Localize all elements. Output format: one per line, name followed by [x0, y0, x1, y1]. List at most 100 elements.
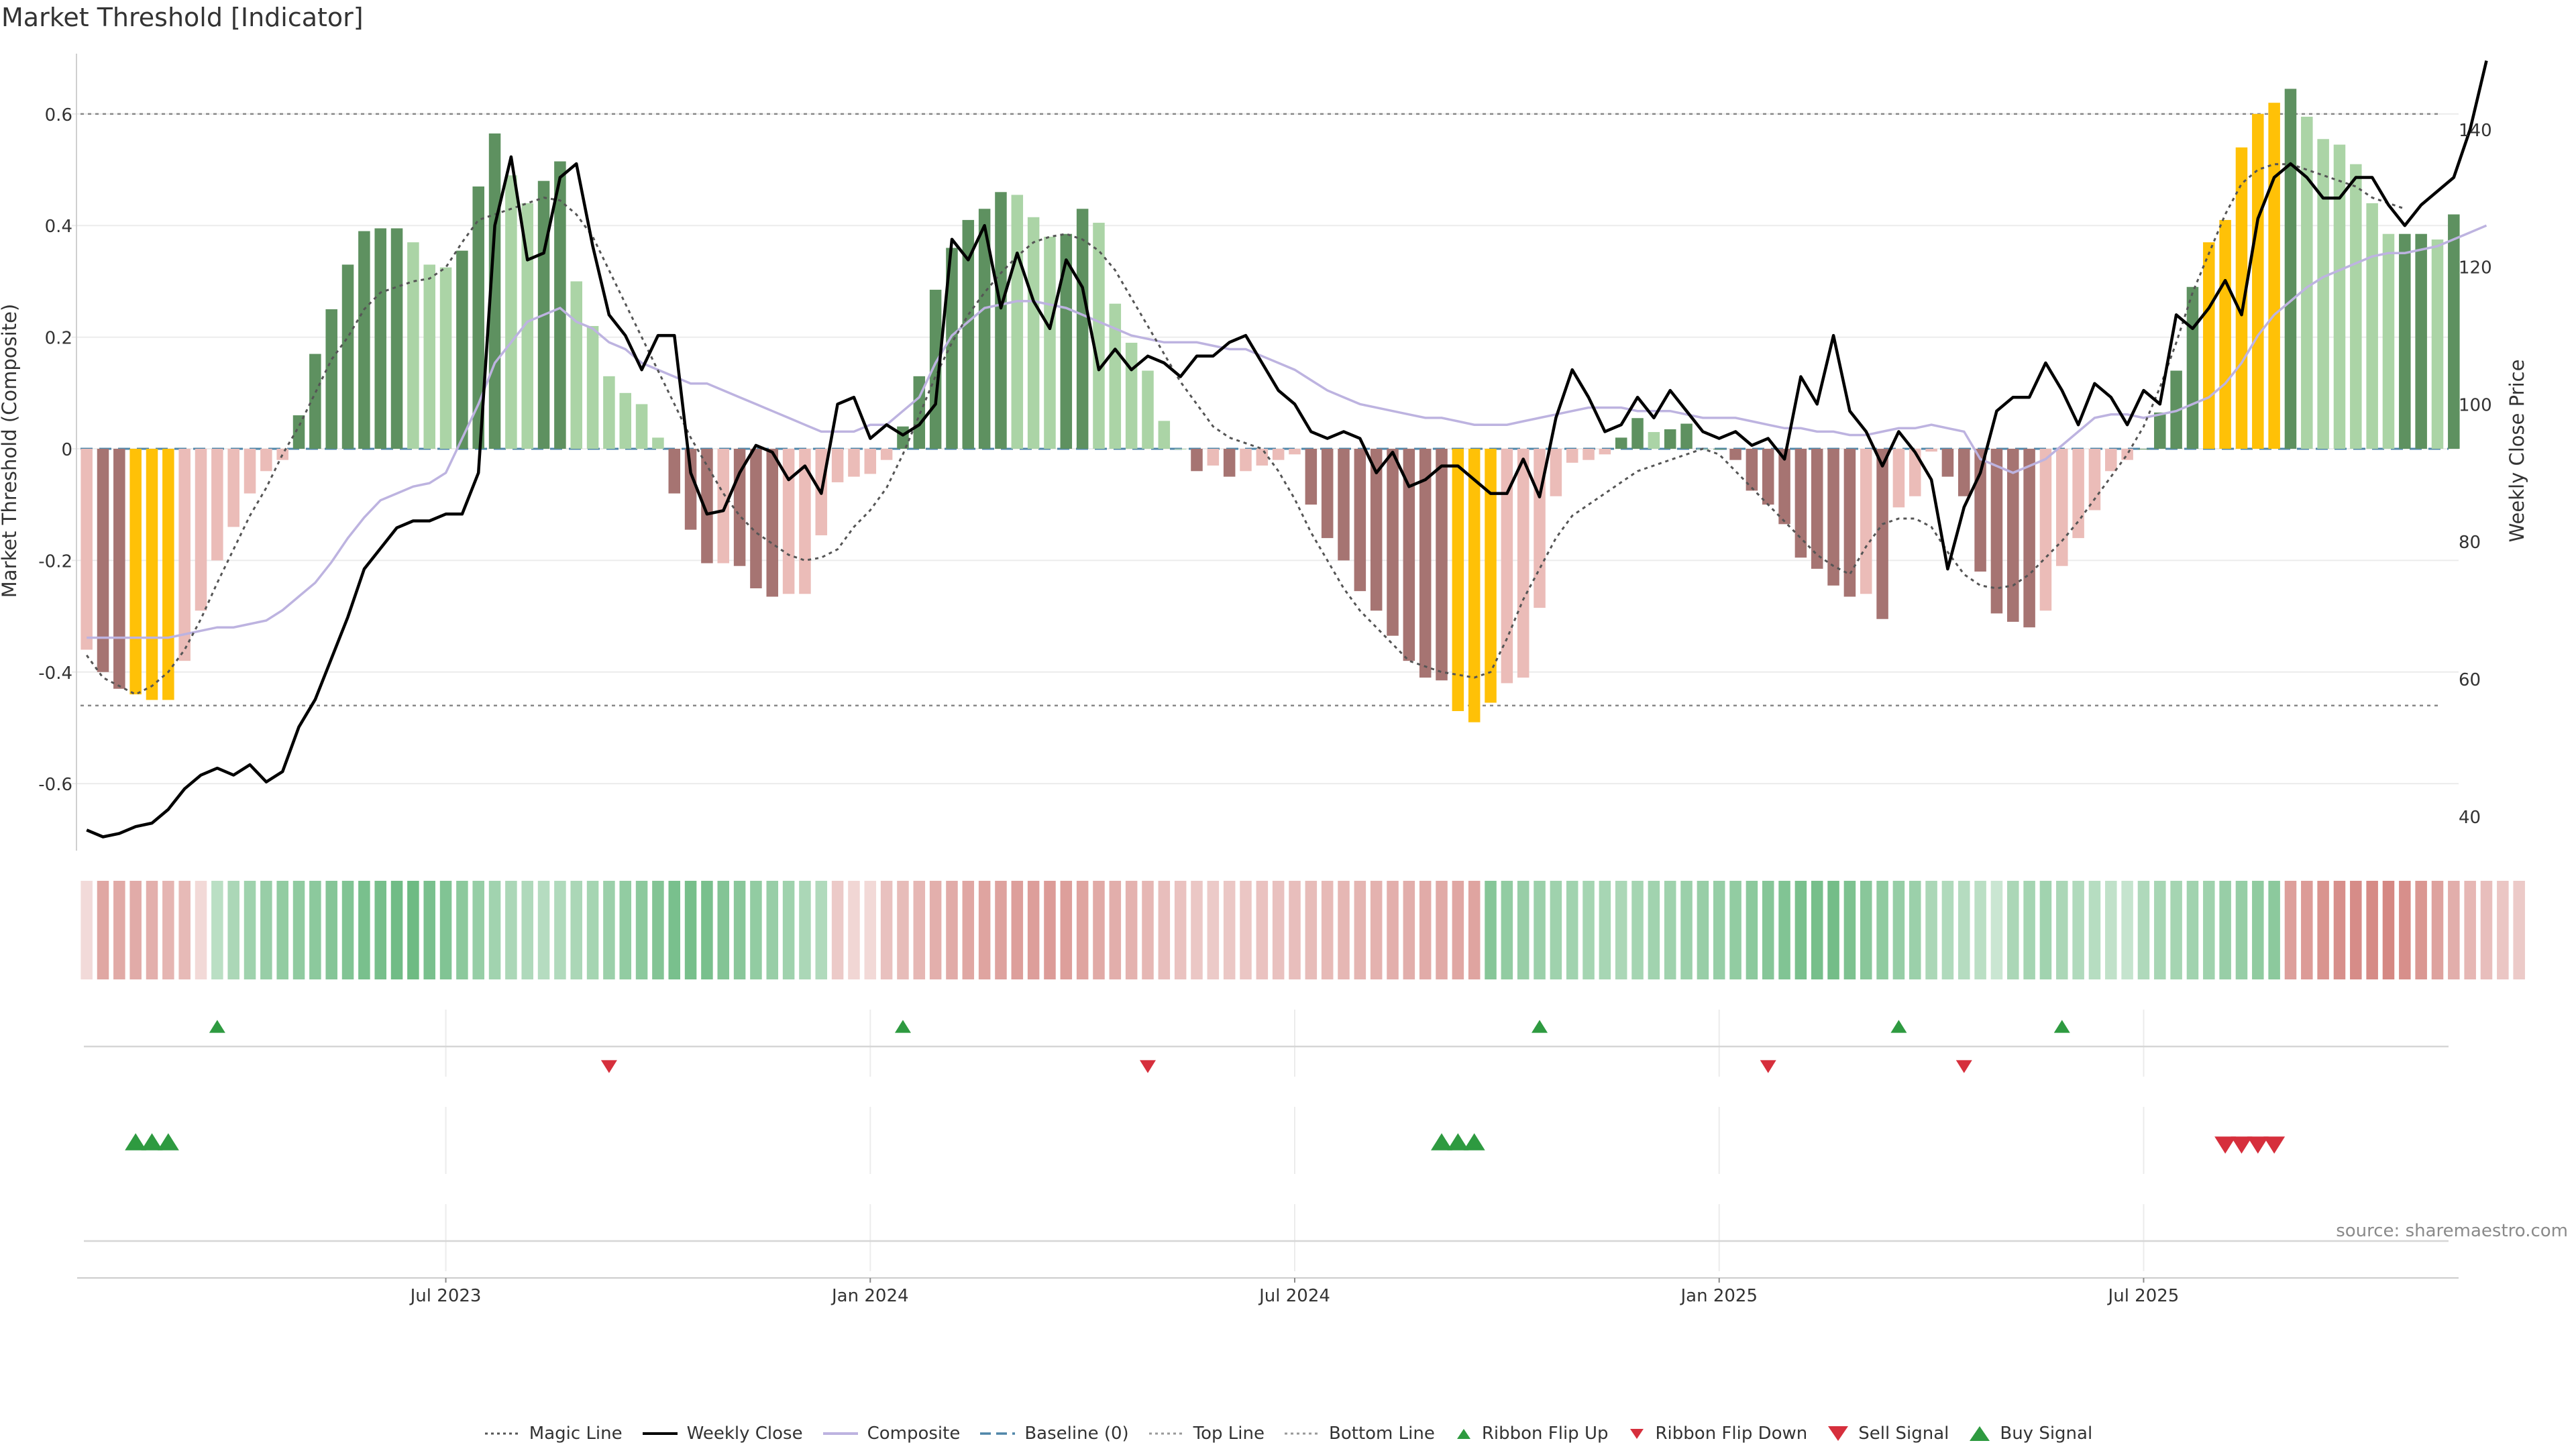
threshold-bar: [341, 264, 354, 449]
ribbon-cell: [570, 881, 582, 979]
threshold-bar: [1811, 449, 1823, 569]
triangle-up-large-icon: [1968, 1424, 2000, 1443]
ribbon-strip: [80, 881, 2525, 979]
y2-tick-label: 60: [2459, 670, 2481, 690]
magic-line: [85, 163, 2406, 696]
y-tick-label: -0.6: [38, 775, 72, 795]
ribbon-cell: [701, 881, 713, 979]
threshold-bar: [1648, 432, 1660, 449]
ribbon-cell: [733, 881, 746, 979]
threshold-bar: [995, 192, 1007, 449]
legend-label: Ribbon Flip Up: [1481, 1424, 1609, 1444]
legend-item: Ribbon Flip Up: [1454, 1424, 1609, 1444]
ribbon-cell: [341, 881, 354, 979]
ribbon-cell: [1223, 881, 1236, 979]
threshold-bar: [2252, 113, 2264, 449]
ribbon-cell: [554, 881, 566, 979]
threshold-bar: [1452, 449, 1464, 712]
x-tick-label: Jul 2025: [2107, 1286, 2180, 1306]
threshold-bar: [570, 281, 582, 449]
threshold-bar: [1941, 449, 1954, 477]
legend-item: Sell Signal: [1826, 1424, 1949, 1444]
threshold-bar: [178, 449, 191, 661]
ribbon-cell: [2219, 881, 2231, 979]
x-tick-label: Jan 2025: [1679, 1286, 1758, 1306]
ribbon-cell: [2170, 881, 2182, 979]
ribbon-cell: [815, 881, 828, 979]
x-tick-label: Jul 2024: [1258, 1286, 1330, 1306]
ribbon-cell: [946, 881, 958, 979]
ribbon-cell: [276, 881, 288, 979]
ribbon-cell: [619, 881, 632, 979]
ribbon-cell: [488, 881, 501, 979]
ribbon-cell: [2137, 881, 2150, 979]
ribbon-cell: [2023, 881, 2035, 979]
threshold-bar: [1582, 449, 1595, 460]
ribbon-cell: [684, 881, 697, 979]
ribbon-cell: [2154, 881, 2166, 979]
ribbon-cell: [2497, 881, 2509, 979]
ribbon-cell: [1240, 881, 1252, 979]
y-tick-label: 0.4: [45, 217, 72, 237]
ribbon-cell: [2252, 881, 2264, 979]
legend-item: Weekly Close: [641, 1424, 803, 1444]
ribbon-cell: [1811, 881, 1823, 979]
threshold-bar: [2431, 239, 2444, 449]
threshold-bar: [1354, 449, 1366, 592]
threshold-bar: [439, 267, 452, 449]
threshold-bar: [864, 449, 877, 474]
ribbon-cell: [1990, 881, 2003, 979]
threshold-bar: [390, 228, 403, 449]
ribbon-cell: [537, 881, 550, 979]
axes: 0.6 0.4 0.2 0 -0.2 -0.4 -0.6 140 120 100 80 60 40 Jul…: [38, 54, 2492, 1306]
ribbon-cell: [1517, 881, 1529, 979]
triangle-down-small-icon: [1627, 1426, 1655, 1442]
threshold-bar: [2023, 449, 2035, 628]
threshold-bar: [1093, 223, 1105, 449]
threshold-bar: [1762, 449, 1774, 505]
ribbon-cell: [2382, 881, 2395, 979]
threshold-bar: [750, 449, 762, 588]
y2-tick-label: 100: [2459, 395, 2492, 415]
ribbon-flip-up-marker: [1890, 1020, 1907, 1033]
threshold-bar: [1387, 449, 1399, 636]
ribbon-cell: [1827, 881, 1839, 979]
dotted-line-icon: [484, 1427, 529, 1440]
y-tick-label: -0.4: [38, 663, 72, 684]
threshold-bar: [1191, 449, 1203, 472]
ribbon-cell: [978, 881, 991, 979]
ribbon-cell: [2007, 881, 2019, 979]
threshold-bar: [603, 376, 615, 449]
threshold-bar: [2317, 139, 2329, 449]
ribbon-cell: [1925, 881, 1937, 979]
threshold-bar: [1664, 429, 1676, 449]
threshold-bar: [1631, 418, 1644, 449]
signal-panels: [84, 1020, 2449, 1242]
threshold-bar: [668, 449, 681, 494]
ribbon-cell: [2088, 881, 2101, 979]
buy-signal-marker: [125, 1133, 147, 1150]
ribbon-cell: [1452, 881, 1464, 979]
threshold-bar: [2170, 370, 2182, 449]
threshold-bar: [1860, 449, 1872, 594]
ribbon-cell: [1256, 881, 1269, 979]
threshold-bar: [2333, 144, 2346, 449]
threshold-bar: [652, 437, 664, 449]
ribbon-cell: [2448, 881, 2460, 979]
threshold-bar: [1615, 437, 1627, 449]
ribbon-cell: [1631, 881, 1644, 979]
ribbon-cell: [2399, 881, 2411, 979]
buy-signal-marker: [1447, 1133, 1469, 1150]
legend-label: Composite: [867, 1424, 961, 1444]
ribbon-cell: [1321, 881, 1334, 979]
threshold-bar: [1566, 449, 1578, 463]
threshold-bar: [1076, 209, 1089, 449]
threshold-bar: [880, 449, 893, 460]
threshold-bar: [2350, 164, 2362, 449]
legend-item: Composite: [822, 1424, 961, 1444]
ribbon-cell: [113, 881, 125, 979]
ribbon-cell: [1534, 881, 1546, 979]
ribbon-flip-up-marker: [1532, 1020, 1548, 1033]
ribbon-cell: [1158, 881, 1171, 979]
threshold-bar: [2448, 214, 2460, 449]
